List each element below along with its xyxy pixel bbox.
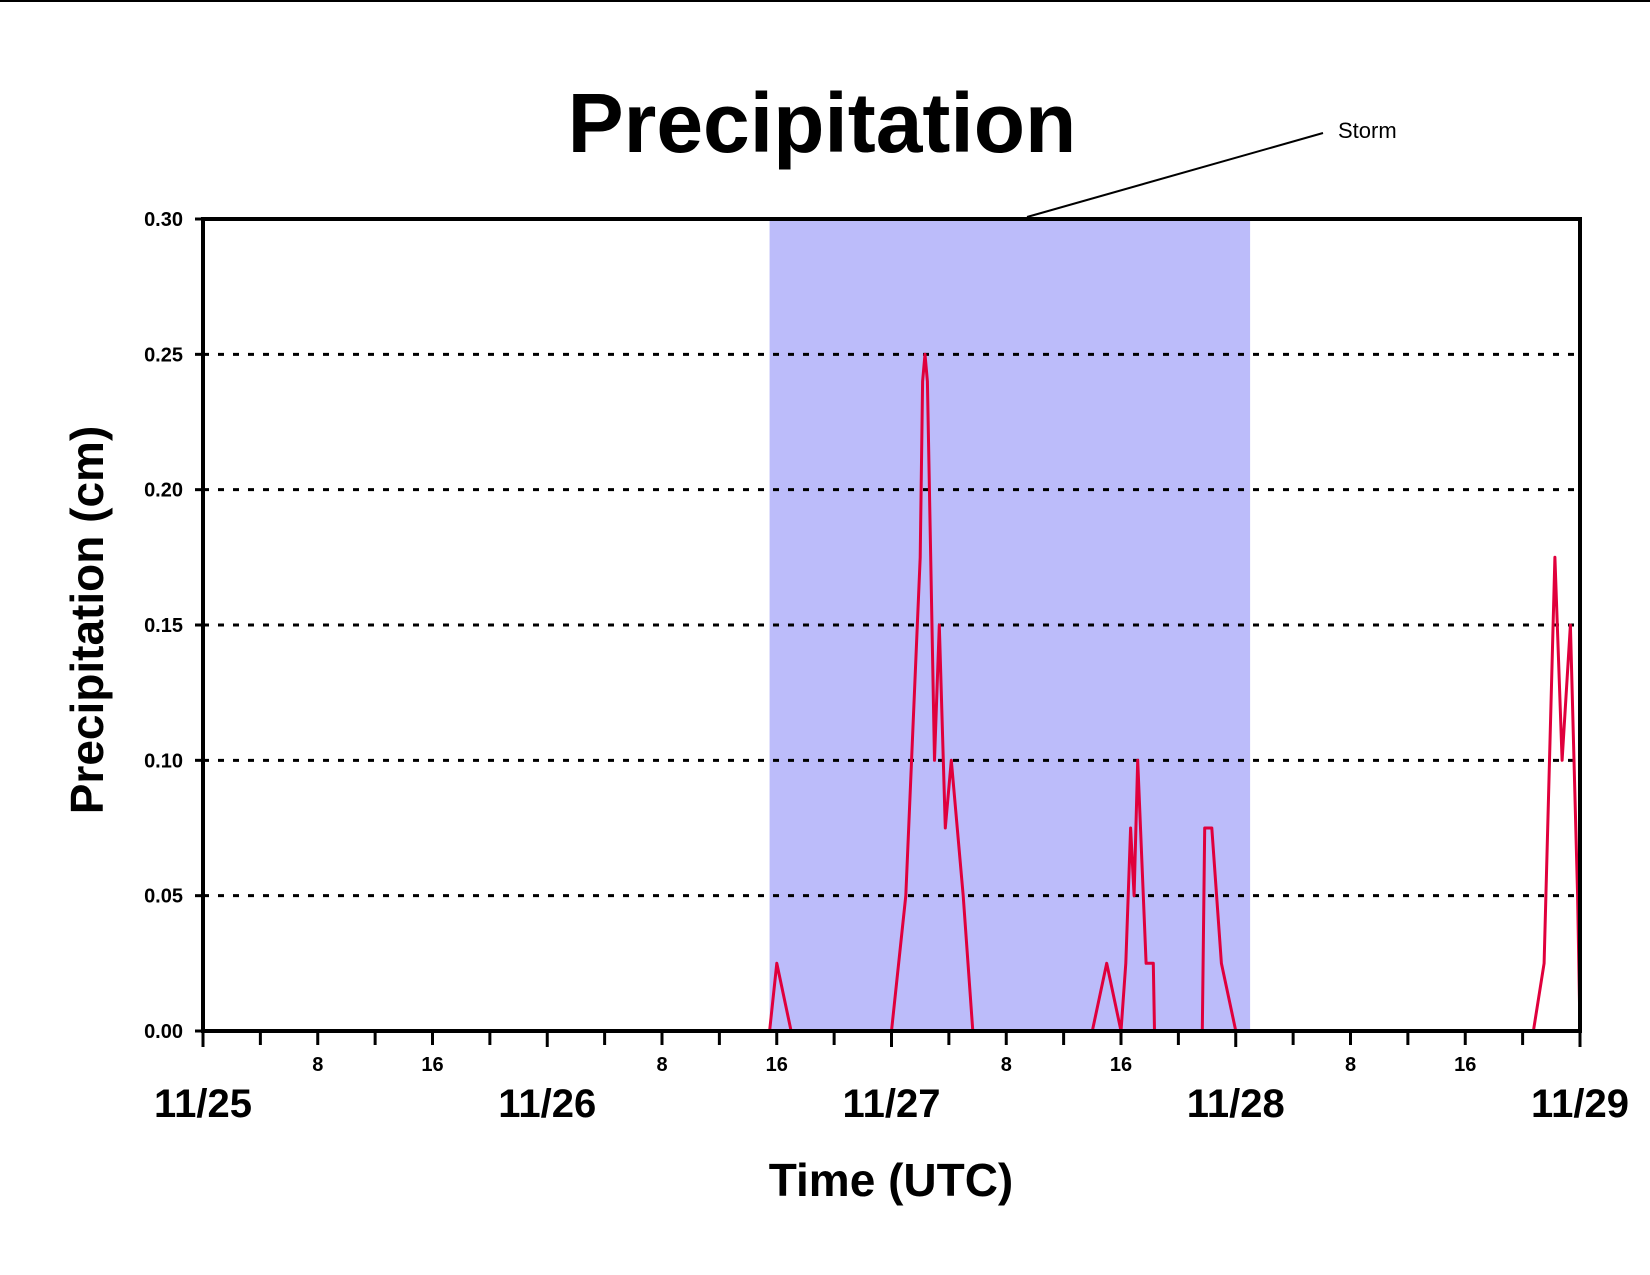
y-tick-label: 0.30 <box>144 209 183 231</box>
x-axis-label: Time (UTC) <box>769 1154 1014 1206</box>
x-major-tick-label: 11/27 <box>843 1082 941 1126</box>
x-minor-tick-label: 8 <box>1001 1054 1012 1076</box>
x-axis-ticks: 11/25 8 16 11/26 8 16 11/27 8 16 11/28 8 16 11/29 <box>154 1031 1629 1126</box>
top-border-rule <box>0 0 1650 2</box>
x-minor-tick-label: 16 <box>1110 1054 1132 1076</box>
y-tick-label: 0.15 <box>144 615 183 637</box>
y-tick-label: 0.25 <box>144 344 183 366</box>
storm-annotation-leader <box>1026 132 1324 218</box>
x-major-tick-label: 11/25 <box>154 1082 252 1126</box>
x-minor-tick-label: 16 <box>1454 1054 1476 1076</box>
x-minor-tick-label: 8 <box>1345 1054 1356 1076</box>
x-minor-tick-label: 8 <box>312 1054 323 1076</box>
gridlines <box>203 352 1580 898</box>
x-major-tick-label: 11/26 <box>498 1082 596 1126</box>
x-major-tick-label: 11/28 <box>1187 1082 1285 1126</box>
storm-annotation-label: Storm <box>1338 118 1397 143</box>
x-minor-tick-label: 8 <box>656 1054 667 1076</box>
y-tick-label: 0.20 <box>144 480 183 502</box>
x-minor-tick-label: 16 <box>421 1054 443 1076</box>
x-minor-tick-label: 16 <box>766 1054 788 1076</box>
y-tick-label: 0.05 <box>144 886 183 908</box>
chart-title: Precipitation <box>568 76 1077 170</box>
y-tick-label: 0.10 <box>144 750 183 772</box>
y-axis-label: Precipitation (cm) <box>61 426 113 815</box>
x-major-tick-label: 11/29 <box>1531 1082 1629 1126</box>
y-axis-ticks: 0.00 0.05 0.10 0.15 0.20 0.25 0.30 <box>144 209 203 1043</box>
y-tick-label: 0.00 <box>144 1021 183 1043</box>
